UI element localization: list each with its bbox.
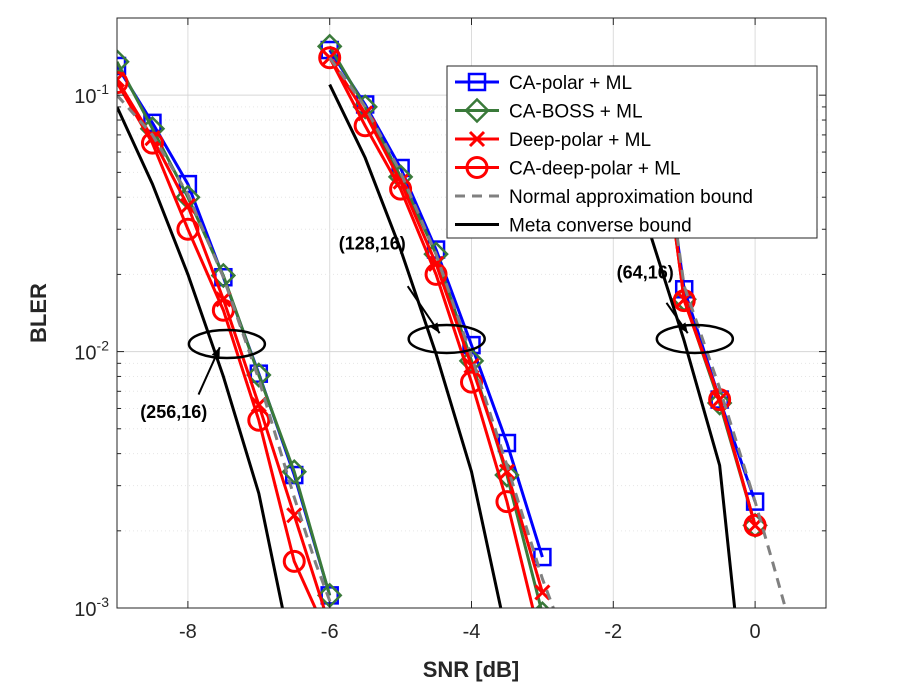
data-point	[533, 547, 552, 567]
x-tick-label: -4	[463, 621, 481, 643]
series-line	[328, 57, 535, 608]
legend-label: CA-polar + ML	[509, 73, 632, 94]
annotation-ellipse	[187, 328, 267, 360]
data-point	[286, 507, 303, 524]
legend-entry: CA-deep-polar + ML	[455, 156, 681, 180]
x-axis-label: SNR [dB]	[423, 657, 520, 682]
axes: -8 -6 -4 -2 0 10-3 10-2 10-1	[74, 17, 826, 643]
y-tick-label: 10-2	[74, 338, 109, 365]
data-point	[246, 362, 272, 388]
data-point	[117, 71, 129, 95]
data-point	[117, 48, 130, 75]
legend-box	[446, 65, 818, 239]
annotation-label: (128,16)	[339, 234, 406, 254]
legend-label: CA-deep-polar + ML	[509, 159, 681, 180]
x-tick-label: -8	[179, 621, 197, 643]
data-point	[498, 463, 516, 480]
annotation-ellipse	[655, 323, 735, 355]
data-point	[424, 262, 448, 286]
series-line	[117, 94, 335, 608]
x-tick-label: -6	[321, 621, 339, 643]
legend-entry: CA-BOSS + ML	[455, 97, 643, 124]
legend-marker	[465, 156, 489, 179]
data-point	[534, 584, 551, 601]
legend-entry: Deep-polar + ML	[455, 130, 651, 151]
data-point	[494, 462, 520, 488]
annotation: (256,16)	[140, 328, 267, 422]
data-point	[389, 177, 413, 201]
legend-entry: Normal approximation bound	[455, 187, 753, 208]
data-point	[318, 46, 342, 70]
legend-entry: Meta converse bound	[455, 216, 692, 237]
annotations: (256,16) (128,16) (64,16)	[140, 234, 735, 422]
legend-label: Meta converse bound	[509, 216, 692, 237]
annotation-ellipse	[407, 323, 486, 355]
legend-marker	[464, 97, 490, 124]
y-tick-label: 10-3	[74, 594, 109, 621]
legend-entry: CA-polar + ML	[455, 72, 632, 94]
data-point	[532, 638, 552, 658]
data-point	[176, 217, 200, 241]
data-point	[247, 408, 271, 432]
annotation-label: (256,16)	[140, 402, 207, 422]
data-point	[497, 433, 517, 453]
legend-label: CA-BOSS + ML	[509, 102, 643, 123]
data-point	[743, 513, 767, 537]
x-tick-label: -2	[604, 621, 622, 643]
legend-marker	[468, 130, 486, 148]
data-point	[282, 549, 306, 573]
data-point	[353, 114, 377, 138]
series-line	[654, 84, 787, 608]
annotation: (64,16)	[617, 262, 735, 355]
x-tick-label: 0	[750, 621, 761, 643]
annotation: (128,16)	[339, 234, 486, 355]
y-tick-label: 10-1	[74, 81, 109, 108]
annotation-label: (64,16)	[617, 262, 674, 282]
data-point	[179, 197, 196, 214]
series-line	[117, 106, 284, 608]
legend: CA-polar + ML CA-BOSS + ML Deep-polar + ML…	[446, 65, 818, 239]
annotation-arrowhead	[430, 322, 440, 334]
legend-label: Normal approximation bound	[509, 187, 753, 208]
data-point	[706, 390, 733, 416]
data-point	[210, 262, 237, 289]
series-4	[117, 56, 787, 608]
legend-label: Deep-polar + ML	[509, 130, 651, 151]
annotation-arrowhead	[678, 322, 688, 334]
annotation-arrowhead	[211, 347, 220, 359]
y-axis-label: BLER	[26, 283, 51, 343]
series-line	[328, 56, 555, 608]
series-line	[117, 81, 317, 608]
data-point	[392, 173, 409, 190]
legend-marker	[467, 72, 487, 92]
